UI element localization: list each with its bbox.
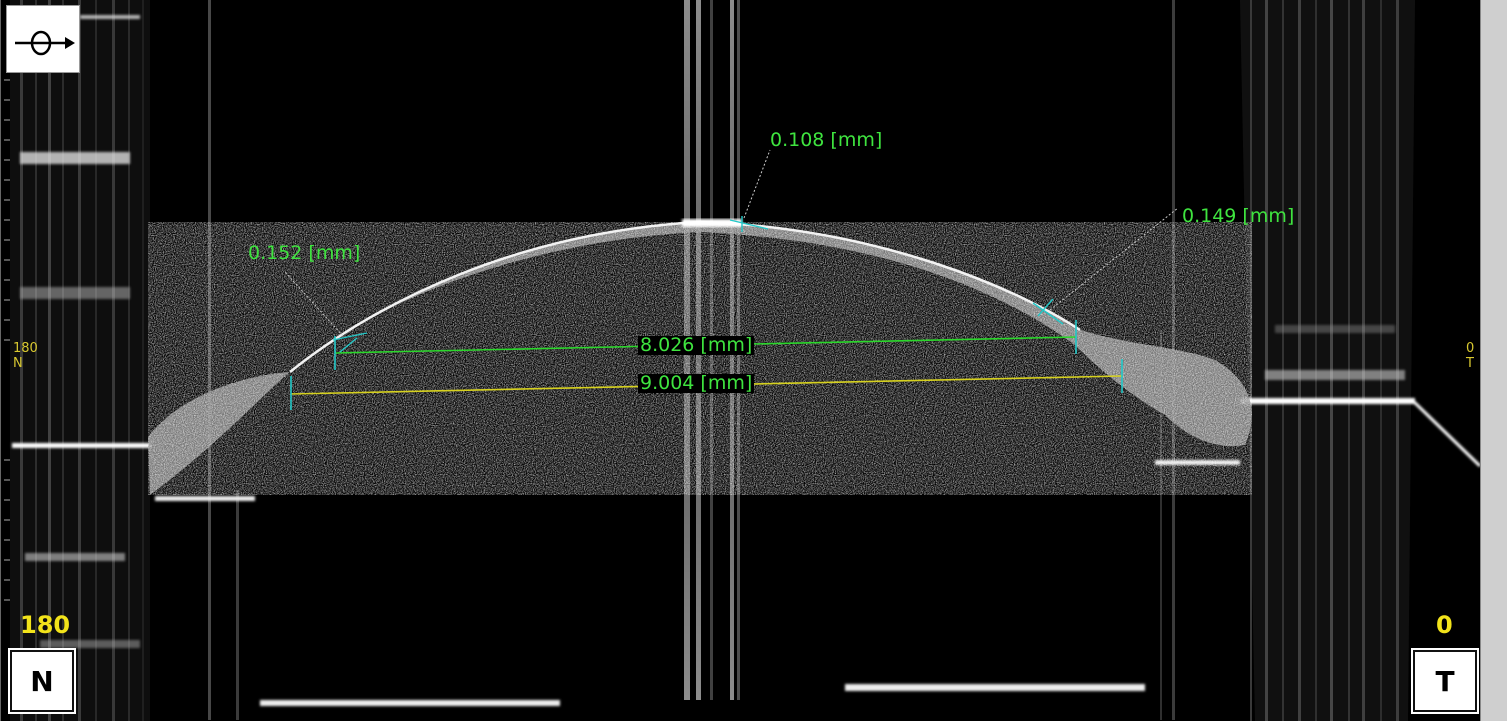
- left-streak-artifact: [10, 0, 150, 721]
- cornea-tissue: [148, 219, 1252, 495]
- right-side-letter-small: T: [1466, 356, 1474, 371]
- thickness-left-label: 0.152 [mm]: [248, 242, 361, 264]
- right-streak-artifact: [1240, 0, 1415, 721]
- left-angle-small: 180: [13, 341, 38, 356]
- chord-inner-label: 8.026 [mm]: [638, 334, 755, 356]
- temporal-side-box: T: [1413, 650, 1477, 712]
- depth-ruler: [4, 79, 10, 601]
- thickness-caliper-center: [729, 149, 771, 232]
- left-angle-label: 180: [20, 611, 71, 639]
- thickness-caliper-left: [284, 271, 368, 353]
- left-side-letter-small: N: [13, 356, 23, 371]
- right-angle-small: 0: [1466, 341, 1475, 356]
- thickness-right-label: 0.149 [mm]: [1182, 205, 1295, 227]
- right-scrollbar-strip[interactable]: [1480, 0, 1507, 721]
- thickness-caliper-right: [1032, 207, 1179, 325]
- thickness-center-label: 0.108 [mm]: [770, 129, 883, 151]
- eye-scan-direction-icon[interactable]: [6, 5, 80, 73]
- nasal-side-box: N: [10, 650, 74, 712]
- chord-outer-label: 9.004 [mm]: [638, 372, 755, 394]
- right-angle-label: 0: [1436, 611, 1453, 639]
